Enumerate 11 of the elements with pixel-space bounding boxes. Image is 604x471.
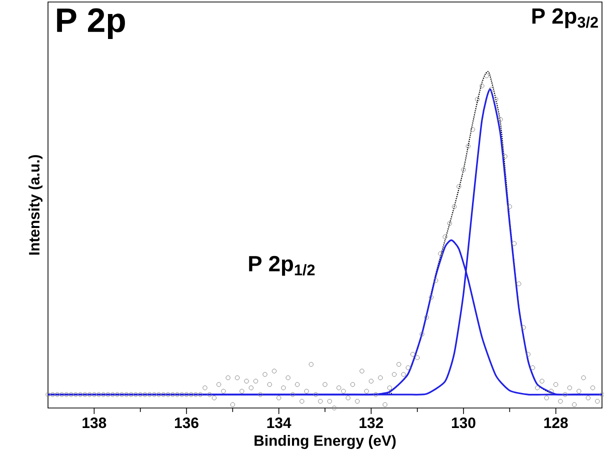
annotation: P 2p$_{1/2}$ [249,256,315,276]
x-tick-label: 134 [267,418,292,428]
x-tick-label: 136 [174,418,198,428]
x-tick-label: 128 [544,418,568,428]
text: P 2p$_{3/2}$ [532,8,598,28]
chart-title: P 2p [57,8,125,39]
x-axis-title: Binding Energy (eV) [254,434,396,449]
x-tick-label: 132 [360,418,384,428]
x-tick-label: 130 [452,418,476,428]
y-axis-title: Intensity (a.u.) [28,155,42,255]
x-tick-label: 138 [82,418,106,428]
